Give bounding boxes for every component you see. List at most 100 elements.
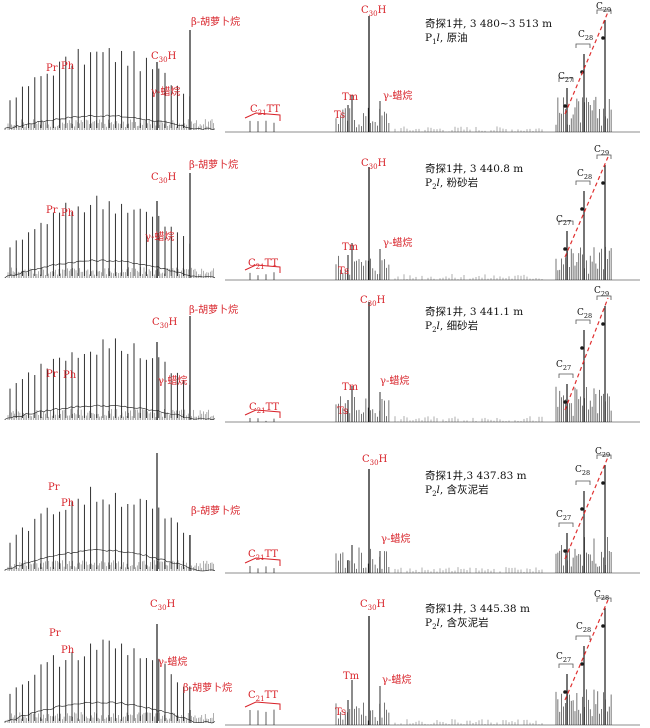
sample-formation-line: P2l, 含灰泥岩 <box>425 616 489 631</box>
ts-label: Ts <box>335 707 347 718</box>
c30h-label-2: C30H <box>361 158 387 171</box>
sample-lithology: 含灰泥岩 <box>446 616 489 629</box>
sample-formation-line: P2l, 细砂岩 <box>425 319 479 334</box>
sterane-trend-line <box>564 11 609 115</box>
c30h-label: C30H <box>151 172 177 185</box>
chromatogram-panel-2: Pr Ph C30H γ-蜡烷 β-胡萝卜烷 C21TT Ts Tm C30H … <box>0 145 650 290</box>
sterane-c29-label: C28 <box>594 590 610 602</box>
sterane-marker <box>580 207 584 211</box>
chromatogram-trace-3 <box>4 295 640 423</box>
c21tt-bracket <box>244 112 281 121</box>
tm-label: Tm <box>342 382 359 393</box>
beta-carotane-label: β-胡萝卜烷 <box>189 305 239 316</box>
beta-carotane-label: β-胡萝卜烷 <box>183 683 233 694</box>
c21tt-label: C21TT <box>250 104 281 117</box>
sterane-c28-label: C28 <box>577 308 593 320</box>
sterane-bracket <box>596 454 612 459</box>
sterane-c28-label: C28 <box>576 622 592 634</box>
c21tt-label: C21TT <box>248 258 279 271</box>
c21tt-bracket <box>244 264 281 273</box>
beta-carotane-label: β-胡萝卜烷 <box>191 17 241 28</box>
ucm-hump <box>4 701 216 724</box>
ph-label: Ph <box>61 208 75 219</box>
sterane-marker <box>580 662 584 666</box>
chromatogram-trace-1 <box>4 9 640 133</box>
c21tt-label: C21TT <box>249 402 280 415</box>
ph-label: Ph <box>61 645 75 656</box>
sterane-marker <box>601 36 605 40</box>
pr-label: Pr <box>46 63 58 74</box>
sterane-c27-label: C27 <box>558 72 574 84</box>
sterane-bracket <box>596 295 612 300</box>
sterane-marker <box>563 549 567 553</box>
sample-well-depth: 奇探1井, 3 480~3 513 m <box>425 18 553 30</box>
ts-label: Ts <box>337 406 349 417</box>
sample-formation-line: P1l, 原油 <box>425 31 468 46</box>
sample-well-depth: 奇探1井, 3 440.8 m <box>425 163 524 175</box>
sterane-bracket <box>558 220 574 225</box>
sample-info: 奇探1井,3 437.83 m P2l, 含灰泥岩 <box>425 470 527 499</box>
sample-well-depth: 奇探1井, 3 445.38 m <box>425 603 530 615</box>
ph-label: Ph <box>61 498 75 509</box>
chromatogram-panel-5: Pr Ph C30H γ-蜡烷 β-胡萝卜烷 C21TT Ts Tm C30H … <box>0 580 650 728</box>
sample-well-depth: 奇探1井,3 437.83 m <box>425 470 527 482</box>
gamma-cerane-label: γ-蜡烷 <box>158 657 188 668</box>
pr-label: Pr <box>48 482 60 493</box>
chromatogram-panel-3: Pr Ph C30H γ-蜡烷 β-胡萝卜烷 C21TT Ts Tm C30H … <box>0 286 650 435</box>
sterane-bracket <box>558 373 574 378</box>
sample-lithology: 细砂岩 <box>446 319 479 332</box>
sterane-bracket <box>558 522 574 527</box>
sample-formation-line: P2l, 含灰泥岩 <box>425 483 489 498</box>
gamma-cerane-label: γ-蜡烷 <box>158 376 188 387</box>
chromatogram-trace-2 <box>4 154 640 281</box>
sterane-bracket <box>575 480 591 485</box>
sterane-marker <box>563 104 567 108</box>
sterane-bracket <box>558 77 574 82</box>
sterane-bracket <box>575 43 591 48</box>
sterane-c27-label: C27 <box>556 652 572 664</box>
sterane-c28-label: C28 <box>575 465 591 477</box>
sterane-bracket <box>575 319 591 324</box>
sterane-trend-line <box>564 456 609 560</box>
sterane-c28-label: C28 <box>578 30 594 42</box>
sample-info: 奇探1井, 3 480~3 513 m P1l, 原油 <box>425 18 552 47</box>
chromatogram-trace-4 <box>4 453 640 574</box>
c21tt-bracket <box>244 701 281 710</box>
beta-carotane-label: β-胡萝卜烷 <box>189 160 239 171</box>
c30h-label: C30H <box>150 599 176 612</box>
pr-label: Pr <box>46 369 58 380</box>
sterane-c27-label: C27 <box>556 215 572 227</box>
sample-info: 奇探1井, 3 441.1 m P2l, 细砂岩 <box>425 306 523 335</box>
ph-label: Ph <box>61 61 75 72</box>
sterane-marker <box>580 346 584 350</box>
ucm-hump <box>4 259 216 279</box>
sample-lithology: 原油 <box>446 31 468 44</box>
sterane-c29-label: C29 <box>595 447 611 459</box>
ts-label: Ts <box>338 266 350 277</box>
sterane-bracket <box>596 597 612 602</box>
pr-label: Pr <box>46 205 58 216</box>
c30h-label: C30H <box>152 317 178 330</box>
sample-info: 奇探1井, 3 445.38 m P2l, 含灰泥岩 <box>425 603 530 632</box>
c21tt-bracket <box>244 409 281 418</box>
sample-well-depth: 奇探1井, 3 441.1 m <box>425 306 524 318</box>
sample-lithology: 粉砂岩 <box>446 176 479 189</box>
sterane-marker <box>563 247 567 251</box>
sterane-marker <box>563 690 567 694</box>
ph-label: Ph <box>63 370 77 381</box>
pr-label: Pr <box>49 628 61 639</box>
tm-label: Tm <box>343 671 360 682</box>
sterane-trend-line <box>564 599 609 701</box>
c21tt-label: C21TT <box>248 549 279 562</box>
c30h-label-2: C30H <box>362 454 388 467</box>
gamma-cerane-label: γ-蜡烷 <box>151 87 181 98</box>
gamma-cerane-label-2: γ-蜡烷 <box>383 91 413 102</box>
sterane-marker <box>601 624 605 628</box>
sterane-marker <box>601 181 605 185</box>
chromatogram-trace-5 <box>4 597 640 726</box>
gamma-cerane-label: γ-蜡烷 <box>145 232 175 243</box>
sterane-c29-label: C29 <box>594 286 610 298</box>
c30h-label-2: C30H <box>361 5 387 18</box>
sterane-c27-label: C27 <box>556 510 572 522</box>
c30h-label-2: C30H <box>360 599 386 612</box>
